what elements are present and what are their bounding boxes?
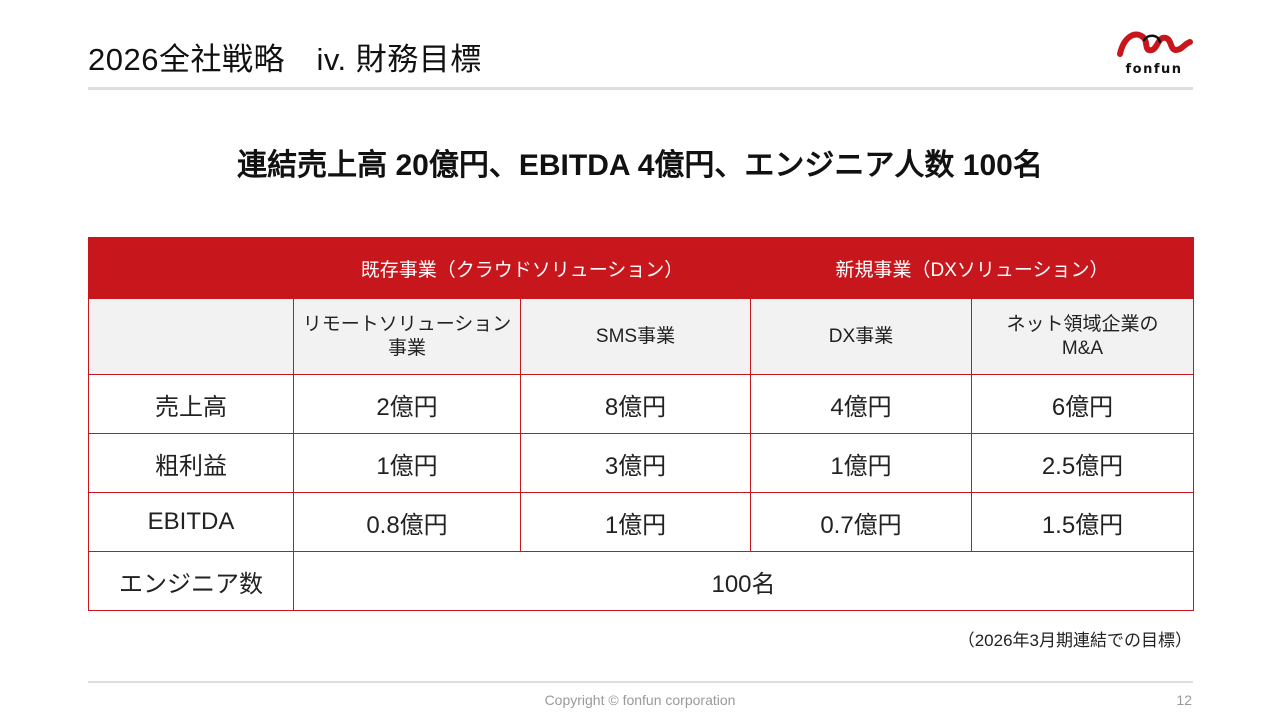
sub-header-line: 事業 — [387, 337, 426, 359]
logo-wordmark: fonfun — [1125, 62, 1183, 77]
header-divider — [88, 87, 1193, 90]
cell-value: 8億円 — [520, 374, 751, 434]
sub-header-row: リモートソリューション 事業 SMS事業 DX事業 ネット領域企業の M&A — [88, 298, 1195, 375]
cell-value: 4億円 — [750, 374, 972, 434]
cell-value: 1.5億円 — [970, 492, 1195, 552]
cell-value: 3億円 — [520, 433, 751, 493]
sub-header-remote-solution: リモートソリューション 事業 — [293, 298, 521, 375]
cell-value: 1億円 — [750, 433, 972, 493]
cell-value: 0.7億円 — [750, 492, 972, 552]
footnote: （2026年3月期連結での目標） — [957, 631, 1192, 650]
fonfun-logo: fonfun — [1114, 28, 1194, 78]
sub-header-sms: SMS事業 — [520, 298, 751, 375]
cell-value-engineers: 100名 — [292, 551, 1195, 611]
financial-targets-table: 既存事業（クラウドソリューション） 新規事業（DXソリューション） リモートソリ… — [88, 237, 1195, 611]
corner-cell — [88, 237, 294, 299]
row-engineers: エンジニア数 100名 — [88, 551, 1195, 611]
sub-header-dx: DX事業 — [750, 298, 972, 375]
cell-value: 2.5億円 — [970, 433, 1195, 493]
sub-header-blank — [88, 298, 294, 375]
headline: 連結売上高 20億円、EBITDA 4億円、エンジニア人数 100名 — [237, 149, 1043, 182]
row-gross-profit: 粗利益 1億円 3億円 1億円 2.5億円 — [88, 433, 1195, 493]
group-header-existing: 既存事業（クラウドソリューション） — [293, 237, 751, 299]
row-ebitda: EBITDA 0.8億円 1億円 0.7億円 1.5億円 — [88, 492, 1195, 552]
sub-header-line: M&A — [1061, 337, 1104, 359]
copyright: Copyright © fonfun corporation — [544, 692, 736, 708]
cell-value: 6億円 — [970, 374, 1195, 434]
row-label: エンジニア数 — [88, 551, 294, 611]
group-header-row: 既存事業（クラウドソリューション） 新規事業（DXソリューション） — [88, 237, 1195, 299]
footer-divider — [88, 681, 1193, 683]
page-title: 2026全社戦略 iv. 財務目標 — [88, 42, 482, 77]
cell-value: 1億円 — [293, 433, 521, 493]
cell-value: 0.8億円 — [293, 492, 521, 552]
group-header-new: 新規事業（DXソリューション） — [749, 237, 1195, 299]
page-number: 12 — [1176, 692, 1192, 708]
row-label: 売上高 — [88, 374, 294, 434]
sub-header-line: SMS事業 — [595, 325, 676, 347]
cell-value: 2億円 — [293, 374, 521, 434]
sub-header-line: リモートソリューション — [302, 313, 512, 335]
row-sales: 売上高 2億円 8億円 4億円 6億円 — [88, 374, 1195, 434]
sub-header-line: ネット領域企業の — [1006, 313, 1159, 335]
row-label: 粗利益 — [88, 433, 294, 493]
wave-logo-icon — [1117, 31, 1193, 57]
cell-value: 1億円 — [520, 492, 751, 552]
sub-header-ma: ネット領域企業の M&A — [970, 298, 1195, 375]
row-label: EBITDA — [88, 492, 294, 552]
sub-header-line: DX事業 — [828, 325, 894, 347]
